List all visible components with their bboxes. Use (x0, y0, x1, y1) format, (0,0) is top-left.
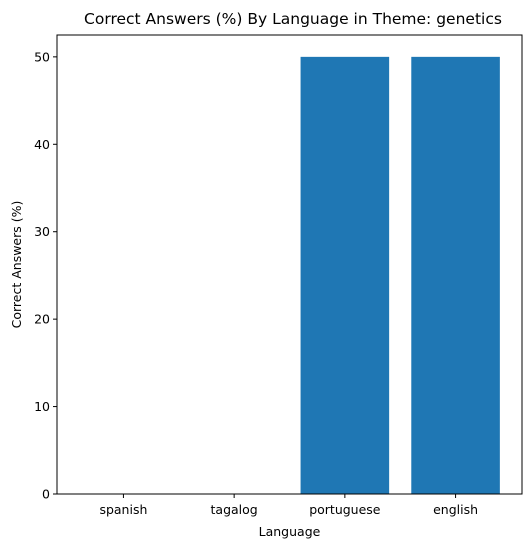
y-tick-label-50: 50 (34, 49, 50, 64)
y-tick-label-20: 20 (34, 312, 50, 327)
y-axis-ticks: 0 10 20 30 40 50 (34, 49, 57, 502)
x-tick-label-english: english (433, 502, 478, 517)
bar-portuguese (300, 56, 390, 494)
y-tick-label-0: 0 (42, 487, 50, 502)
y-tick-label-10: 10 (34, 399, 50, 414)
x-axis-label: Language (259, 524, 321, 539)
x-tick-label-portuguese: portuguese (309, 502, 381, 517)
x-tick-label-tagalog: tagalog (211, 502, 258, 517)
plot-frame (56, 34, 523, 495)
bars-group (300, 56, 500, 494)
chart-title: Correct Answers (%) By Language in Theme… (84, 10, 502, 28)
y-tick-label-40: 40 (34, 137, 50, 152)
y-tick-label-30: 30 (34, 224, 50, 239)
x-axis-ticks: spanish tagalog portuguese english (99, 494, 478, 517)
bar-english (411, 56, 500, 494)
x-tick-label-spanish: spanish (99, 502, 147, 517)
y-axis-label: Correct Answers (%) (9, 201, 24, 329)
